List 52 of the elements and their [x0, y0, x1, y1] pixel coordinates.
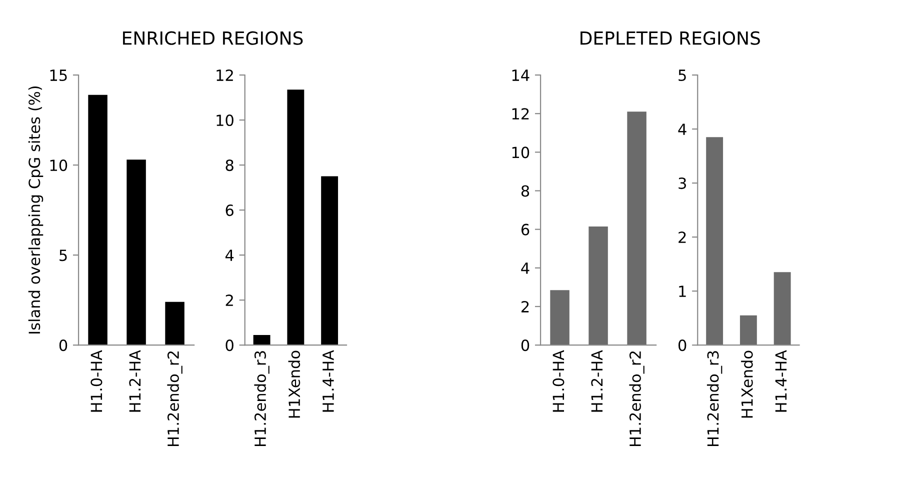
- y-tick-label: 4: [225, 250, 234, 261]
- x-tick-label: H1.0-HA: [90, 350, 102, 412]
- x-tick-label: H1.4-HA: [322, 350, 334, 412]
- y-tick-label: 5: [60, 250, 67, 262]
- y-tick-label: 10: [50, 160, 68, 172]
- y-tick-label: 2: [226, 294, 233, 306]
- x-tick-label: H1.2-HA: [591, 350, 603, 412]
- x-tick-label: H1.2endo_r2: [167, 351, 182, 446]
- x-tick-label: H1Xendo: [741, 350, 753, 418]
- y-tick-label: 4: [678, 124, 686, 135]
- x-tick-label: H1.2-HA: [129, 350, 141, 412]
- x-tick-label: H1.4-HA: [775, 350, 787, 412]
- y-tick-label: 10: [216, 114, 234, 126]
- bar: [126, 160, 146, 346]
- y-tick-label: 0: [678, 340, 686, 352]
- bar: [550, 290, 570, 346]
- y-tick-label: 0: [226, 340, 234, 352]
- y-tick-label: 4: [521, 262, 530, 274]
- y-tick-label: 2: [522, 300, 529, 312]
- x-tick-label: H1Xendo: [288, 350, 300, 418]
- x-tick-label: H1.2endo_r3: [254, 351, 270, 446]
- y-tick-label: 8: [521, 185, 530, 197]
- x-tick-label: H1.2endo_r2: [629, 351, 644, 446]
- bar: [88, 94, 108, 346]
- y-tick-label: 1: [679, 286, 686, 297]
- y-tick-label: 3: [678, 178, 686, 190]
- y-tick-label: 8: [226, 160, 234, 172]
- y-tick-label: 5: [678, 70, 686, 82]
- y-tick-label: 0: [59, 340, 68, 352]
- y-tick-label: 2: [678, 232, 686, 243]
- y-tick-label: 0: [521, 340, 530, 352]
- bar: [706, 137, 724, 346]
- bar: [321, 176, 338, 346]
- y-tick-label: 15: [50, 70, 67, 82]
- y-axis-title: Island overlapping CpG sites (%): [28, 86, 44, 334]
- bar: [287, 90, 304, 346]
- y-tick-label: 12: [512, 108, 529, 120]
- y-tick-label: 12: [216, 69, 233, 81]
- y-tick-label: 6: [226, 204, 234, 216]
- x-tick-label: H1.0-HA: [552, 350, 564, 412]
- x-tick-label: H1.2endo_r3: [706, 351, 722, 446]
- y-tick-label: 10: [512, 146, 530, 158]
- chart-title: ENRICHED REGIONS: [123, 31, 303, 45]
- bar: [774, 272, 791, 346]
- bar: [588, 226, 608, 346]
- y-tick-label: 14: [512, 70, 530, 81]
- chart-title: DEPLETED REGIONS: [580, 31, 760, 45]
- y-tick-label: 6: [521, 224, 530, 236]
- bar: [627, 112, 646, 346]
- bar: [740, 315, 757, 346]
- bar: [253, 334, 270, 346]
- bar: [165, 302, 184, 346]
